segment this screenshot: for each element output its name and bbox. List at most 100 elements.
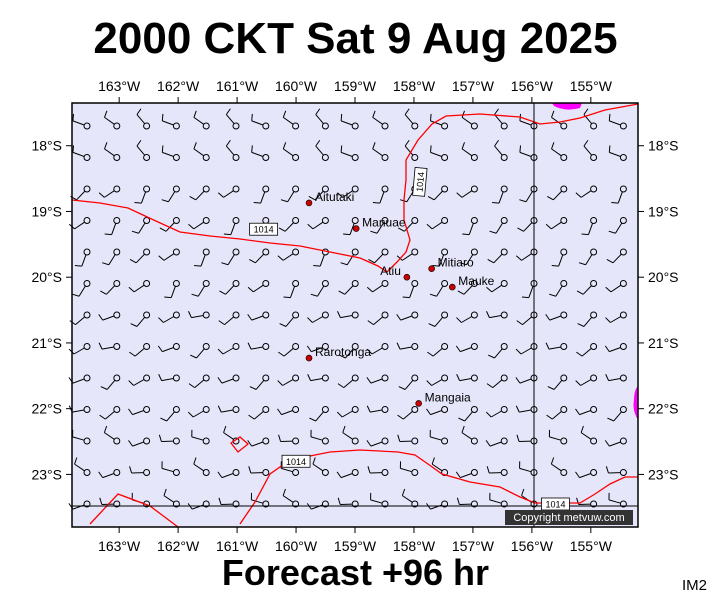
wind-barb — [401, 488, 419, 508]
wind-barb — [366, 374, 389, 384]
wind-barb — [432, 248, 449, 267]
wind-barb — [218, 311, 240, 326]
image-id: IM2 — [681, 577, 707, 594]
wind-barb — [608, 492, 627, 508]
wind-barb — [104, 217, 121, 236]
wind-barb — [219, 280, 240, 295]
place-label: Manuae — [362, 216, 406, 230]
wind-barb — [188, 311, 210, 319]
lon-tick-label-bottom: 161°W — [216, 538, 259, 554]
wind-barb — [310, 280, 329, 297]
wind-barb — [546, 406, 568, 420]
wind-barb — [128, 280, 151, 293]
wind-barb — [486, 466, 508, 476]
wind-barb — [188, 374, 210, 389]
wind-barb — [248, 466, 270, 476]
wind-barb — [456, 311, 478, 323]
wind-barb — [74, 248, 91, 267]
wind-barb — [72, 113, 91, 130]
places: Aitutaki Manuae Mitiaro Atiu Mauke Rarotonga M… — [305, 190, 495, 407]
lon-tick-label-bottom: 158°W — [393, 538, 436, 554]
lat-tick-label-right: 20°S — [648, 269, 679, 285]
wind-barb — [367, 311, 389, 326]
lon-tick-label-top: 163°W — [98, 78, 141, 94]
wind-barb — [189, 185, 210, 201]
wind-barb — [494, 108, 508, 130]
isobar-label: 1014 — [541, 497, 570, 511]
wind-barb — [372, 142, 389, 161]
wind-barb — [404, 108, 419, 130]
wind-barb — [247, 437, 270, 447]
wind-barb — [103, 425, 121, 445]
wind-barb — [372, 185, 389, 204]
wind-barb — [129, 466, 151, 476]
wind-barb — [280, 461, 300, 476]
wind-barb — [188, 217, 210, 230]
place-label: Atiu — [380, 264, 401, 278]
wind-barb — [399, 461, 419, 476]
wind-barb — [128, 437, 151, 447]
map-ocean-background — [72, 103, 638, 527]
wind-barb — [547, 185, 568, 201]
wind-barb — [218, 497, 240, 508]
wind-barb — [576, 343, 598, 357]
wind-barb — [337, 374, 359, 389]
lat-tick-label-right: 21°S — [648, 335, 679, 351]
wind-barb — [492, 185, 508, 204]
wind-barb — [247, 311, 270, 321]
isobar-labels: 1014 1014 1014 1014 — [249, 166, 570, 511]
place-marker: Aitutaki — [305, 190, 354, 207]
wind-barb — [551, 110, 568, 130]
lon-tick-label-top: 160°W — [275, 78, 318, 94]
svg-text:1014: 1014 — [286, 457, 306, 467]
wind-barb — [72, 280, 91, 297]
wind-barb — [402, 280, 419, 299]
isobar-label: 1014 — [249, 222, 279, 236]
wind-barb — [461, 425, 478, 445]
wind-barb — [100, 374, 121, 390]
place-label: Mitiaro — [438, 256, 474, 270]
lat-tick-label-right: 18°S — [648, 138, 679, 154]
lon-tick-label-bottom: 159°W — [334, 538, 377, 554]
lon-tick-label-top: 161°W — [216, 78, 259, 94]
wind-barb — [217, 374, 240, 384]
wind-barb — [100, 280, 121, 295]
wind-barb — [278, 217, 300, 232]
lon-tick-label-bottom: 163°W — [98, 538, 141, 554]
map-title: 2000 CKT Sat 9 Aug 2025 — [93, 14, 618, 63]
wind-barb — [98, 469, 121, 479]
wind-barb — [104, 142, 121, 161]
wind-barb — [283, 280, 300, 299]
wind-barb — [398, 217, 419, 232]
wind-barb — [131, 217, 151, 234]
wind-barb — [160, 406, 180, 422]
wind-barb — [426, 406, 449, 416]
wind-barb — [217, 343, 240, 355]
wind-barb — [575, 469, 598, 479]
wind-barb — [306, 343, 329, 353]
wind-barb — [337, 497, 359, 508]
wind-barb — [217, 185, 240, 198]
lat-tick-label-right: 23°S — [648, 466, 679, 482]
wind-barb — [158, 311, 180, 323]
wind-barb — [340, 145, 359, 161]
wind-barb — [310, 429, 329, 445]
place-marker: Mangaia — [415, 390, 471, 407]
wind-barb — [366, 405, 389, 413]
wind-barb — [583, 139, 598, 161]
wind-barb — [308, 185, 329, 201]
wind-barb — [547, 374, 568, 390]
wind-barb — [158, 374, 180, 382]
wind-barb — [278, 343, 300, 357]
wind-barb — [277, 248, 300, 261]
wind-barb — [193, 142, 210, 161]
wind-barb — [458, 406, 478, 422]
wind-barb — [489, 492, 508, 508]
place-label: Aitutaki — [315, 190, 354, 204]
wind-barb — [396, 342, 419, 350]
wind-barb — [397, 406, 419, 420]
wind-barb — [398, 374, 419, 390]
wind-barb — [457, 280, 478, 295]
place-marker: Rarotonga — [305, 345, 371, 362]
lat-tick-label-left: 20°S — [31, 269, 62, 285]
